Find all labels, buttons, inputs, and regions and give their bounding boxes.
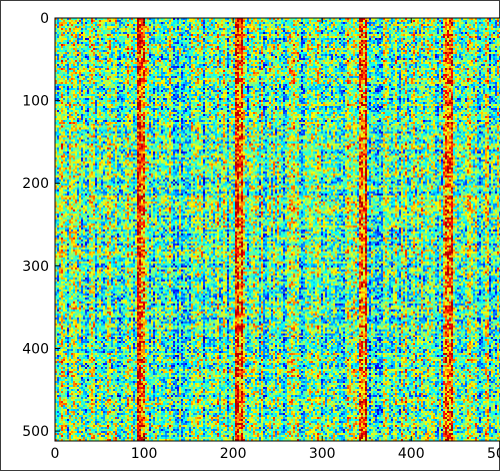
y-tick-label: 100 <box>22 94 49 110</box>
x-axis: 0 100 200 300 400 500 <box>51 18 500 462</box>
x-tick-label: 300 <box>309 446 336 462</box>
y-tick-label: 500 <box>22 424 49 440</box>
x-tick-label: 200 <box>220 446 247 462</box>
y-tick-label: 200 <box>22 176 49 192</box>
y-tick-label: 400 <box>22 341 49 357</box>
y-tick-label: 300 <box>22 259 49 275</box>
y-axis: 0 100 200 300 400 500 <box>22 11 60 440</box>
plot-area <box>55 18 500 441</box>
x-tick-label: 0 <box>51 446 60 462</box>
y-tick-label: 0 <box>40 11 49 27</box>
x-tick-label: 400 <box>398 446 425 462</box>
x-tick-label: 500 <box>487 446 500 462</box>
heatmap-image <box>55 18 500 441</box>
axes-box <box>54 17 500 442</box>
x-tick-label: 100 <box>131 446 158 462</box>
